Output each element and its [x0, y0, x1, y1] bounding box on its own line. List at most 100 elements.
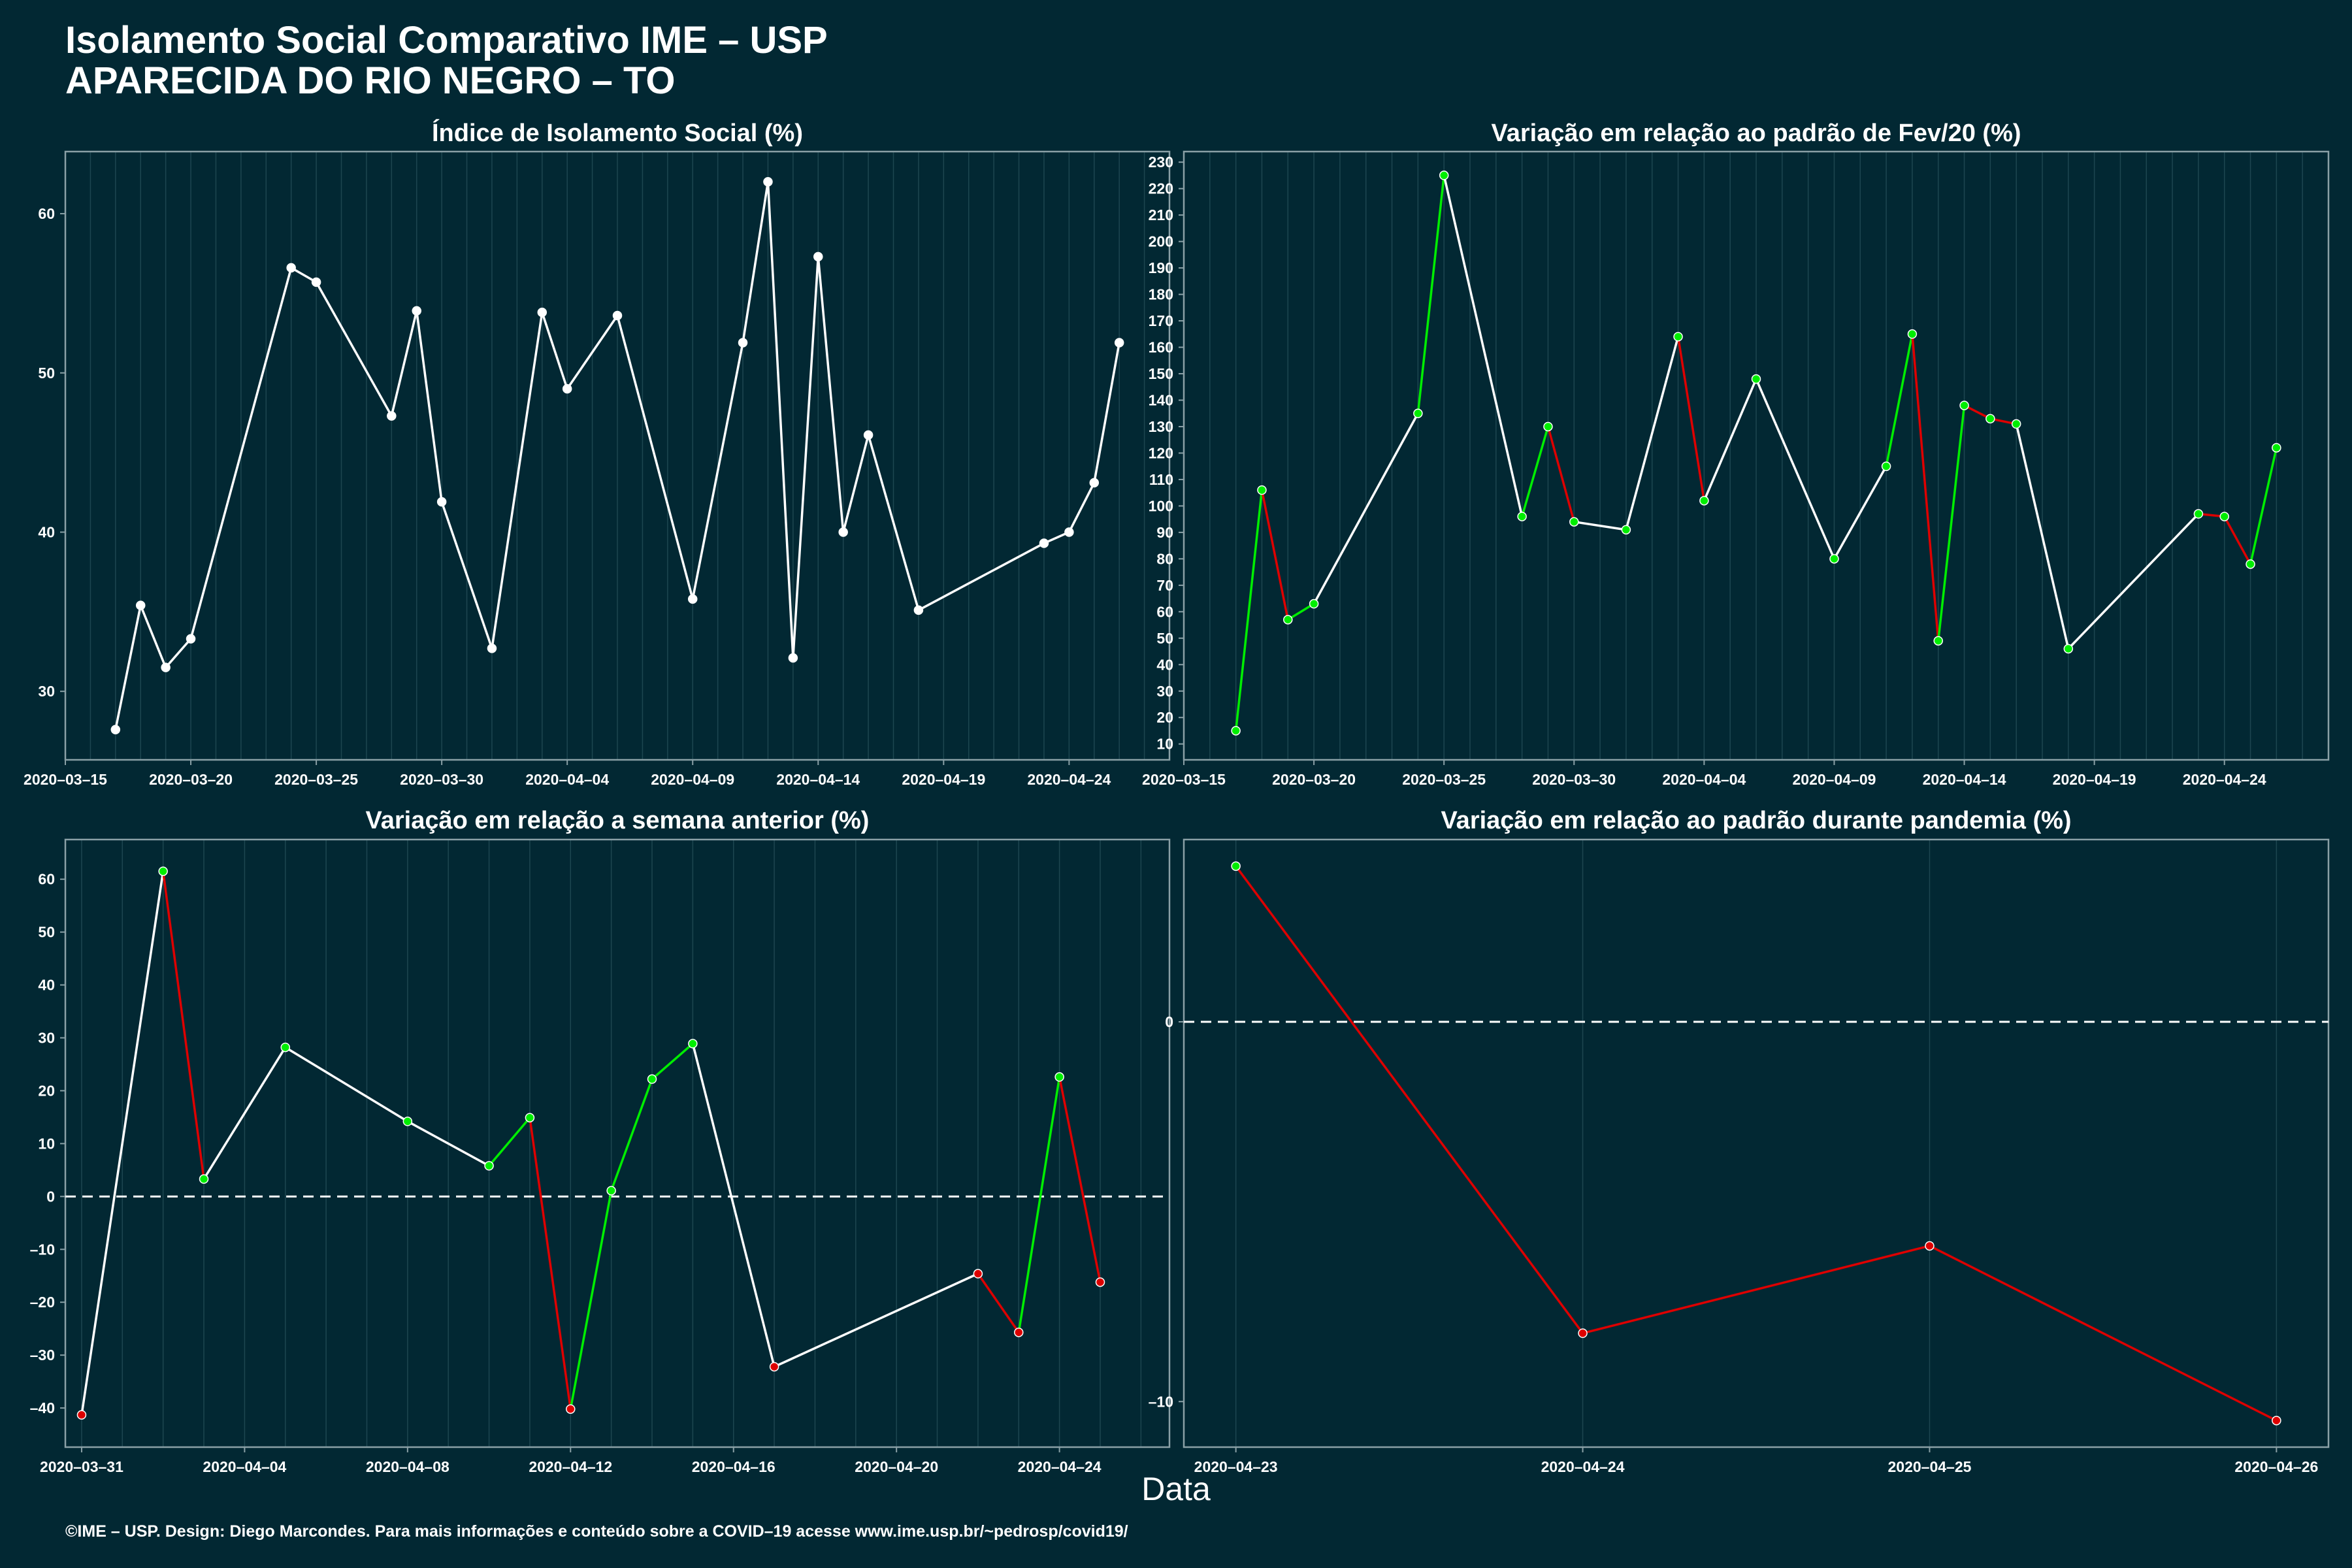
- data-point: [537, 307, 547, 318]
- y-tick-label: 0: [46, 1188, 55, 1205]
- x-tick-label: 2020–04–08: [366, 1458, 449, 1475]
- line-segment: [2223, 515, 2252, 565]
- y-tick-label: 190: [1149, 259, 1173, 276]
- y-tick-label: 230: [1149, 154, 1173, 171]
- y-tick-label: 30: [38, 683, 55, 700]
- data-point: [2272, 1416, 2281, 1426]
- y-tick-label: 200: [1149, 233, 1173, 250]
- x-tick-label: 2020–04–04: [203, 1458, 286, 1475]
- data-point: [436, 497, 447, 507]
- series-line: [114, 182, 1120, 730]
- line-segment: [610, 1079, 653, 1192]
- y-tick-label: 60: [38, 205, 55, 222]
- y-tick-label: 20: [1156, 709, 1173, 726]
- line-segment: [569, 1190, 613, 1410]
- x-tick-label: 2020–04–24: [2183, 771, 2266, 788]
- data-point: [1829, 554, 1839, 564]
- data-point: [1933, 636, 1943, 646]
- data-point: [1699, 496, 1709, 506]
- data-point: [1907, 329, 1918, 339]
- data-point: [1309, 598, 1319, 609]
- y-tick-label: 110: [1149, 471, 1173, 488]
- y-tick-label: 40: [38, 977, 55, 994]
- line-segment: [1582, 1245, 1930, 1335]
- y-tick-label: 210: [1149, 206, 1173, 223]
- y-tick-label: –20: [30, 1294, 55, 1311]
- data-point: [2246, 559, 2255, 569]
- data-point: [1413, 408, 1423, 418]
- data-point: [2063, 644, 2074, 654]
- data-point: [1925, 1241, 1935, 1251]
- line-segment: [488, 1117, 531, 1167]
- data-point: [1621, 525, 1631, 535]
- line-segment: [1058, 1077, 1102, 1282]
- line-segment: [2249, 447, 2278, 564]
- line-segment: [1755, 378, 1836, 560]
- panel-border: [64, 150, 1171, 761]
- series-line: [1234, 175, 2278, 731]
- data-point: [562, 384, 572, 394]
- y-tick-label: 80: [1156, 550, 1173, 567]
- line-segment: [415, 310, 443, 502]
- panel-isolamento: Índice de Isolamento Social (%) 2020–03–1…: [24, 118, 1171, 788]
- line-segment: [1313, 412, 1419, 605]
- line-segment: [1911, 334, 1940, 641]
- data-points: [1231, 171, 2281, 736]
- data-point: [1231, 726, 1241, 736]
- panel-semana: Variação em relação a semana anterior (%…: [30, 807, 1171, 1475]
- y-tick-label: 50: [1156, 630, 1173, 647]
- gridlines: [81, 840, 1142, 1447]
- line-segment: [1287, 602, 1315, 621]
- chart-title: Isolamento Social Comparativo IME – USP: [65, 19, 828, 61]
- line-segment: [1963, 404, 1991, 420]
- y-tick-label: 130: [1149, 418, 1173, 435]
- data-point: [1578, 1328, 1588, 1338]
- x-tick-label: 2020–04–19: [2053, 771, 2136, 788]
- x-tick-label: 2020–04–23: [1194, 1458, 1278, 1475]
- data-point: [813, 252, 823, 262]
- panel-border: [64, 838, 1171, 1448]
- y-tick-label: 20: [38, 1082, 55, 1099]
- line-segment: [841, 434, 870, 532]
- data-points: [110, 177, 1124, 734]
- panel-title: Índice de Isolamento Social (%): [432, 118, 803, 147]
- line-segment: [161, 871, 205, 1179]
- x-tick-label: 2020–04–20: [855, 1458, 938, 1475]
- data-point: [2193, 509, 2204, 519]
- y-tick-label: 50: [38, 365, 55, 382]
- data-point: [186, 634, 196, 644]
- y-tick-label: 50: [38, 924, 55, 941]
- data-point: [1959, 400, 1969, 410]
- x-tick-label: 2020–03–15: [1142, 771, 1226, 788]
- line-segment: [691, 1043, 776, 1367]
- x-tick-label: 2020–03–25: [274, 771, 358, 788]
- line-segment: [189, 267, 293, 640]
- data-point: [487, 644, 497, 653]
- line-segment: [691, 342, 744, 600]
- y-tick-label: –10: [30, 1241, 55, 1258]
- y-tick-label: 40: [38, 523, 55, 540]
- x-axis-label: Data: [1141, 1471, 1211, 1507]
- x-tick-label: 2020–03–15: [24, 771, 107, 788]
- series-line: [80, 871, 1102, 1415]
- data-point: [606, 1186, 616, 1196]
- x-tick-label: 2020–04–12: [529, 1458, 612, 1475]
- y-tick-label: 140: [1149, 391, 1173, 408]
- data-point: [1283, 615, 1293, 625]
- gridlines: [1183, 152, 2329, 760]
- data-point: [913, 605, 924, 615]
- data-point: [1751, 374, 1761, 384]
- line-segment: [1416, 175, 1445, 414]
- data-point: [1543, 421, 1553, 432]
- line-segment: [1574, 520, 1627, 531]
- line-segment: [1093, 342, 1120, 483]
- line-segment: [1017, 1077, 1061, 1333]
- line-segment: [792, 256, 820, 659]
- y-tick-label: –40: [30, 1399, 55, 1416]
- line-segment: [918, 542, 1045, 612]
- x-tick-label: 2020–04–26: [2234, 1458, 2318, 1475]
- x-tick-label: 2020–04–16: [692, 1458, 776, 1475]
- data-point: [647, 1074, 657, 1084]
- data-point: [769, 1362, 779, 1372]
